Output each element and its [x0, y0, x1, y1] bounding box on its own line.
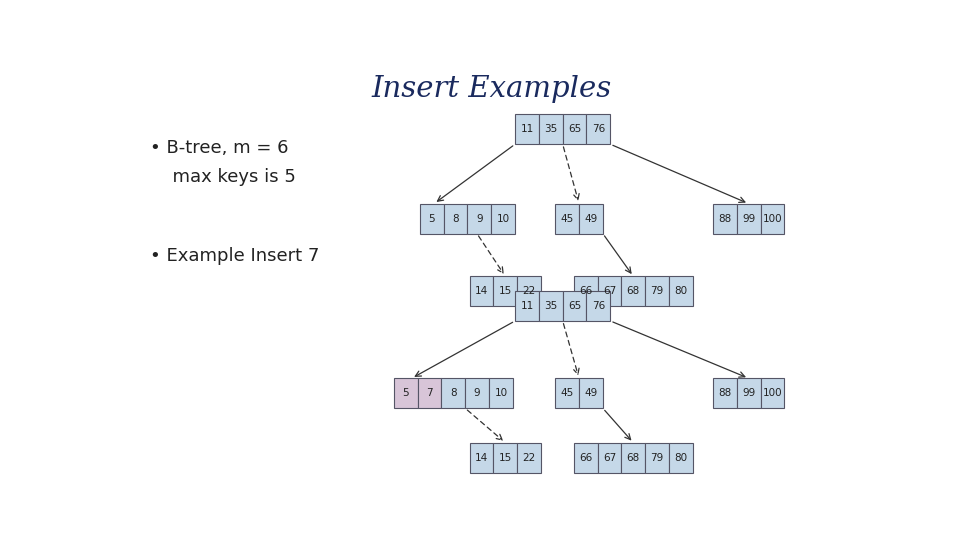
- Text: 99: 99: [742, 388, 756, 399]
- Bar: [598, 276, 621, 306]
- Text: 10: 10: [496, 214, 510, 224]
- Text: 5: 5: [428, 214, 435, 224]
- Text: 65: 65: [568, 301, 581, 311]
- Text: Insert Examples: Insert Examples: [372, 75, 612, 103]
- Text: 49: 49: [585, 388, 597, 399]
- Text: • Example Insert 7: • Example Insert 7: [150, 247, 319, 265]
- Bar: [555, 379, 579, 408]
- Text: 45: 45: [561, 388, 574, 399]
- Bar: [489, 379, 513, 408]
- Text: 49: 49: [585, 214, 597, 224]
- Bar: [466, 379, 489, 408]
- Text: 80: 80: [675, 453, 687, 463]
- Text: 76: 76: [591, 124, 605, 134]
- Bar: [563, 114, 587, 144]
- Bar: [645, 443, 669, 472]
- Bar: [736, 379, 760, 408]
- Text: 11: 11: [520, 301, 534, 311]
- Bar: [645, 276, 669, 306]
- Text: 14: 14: [475, 453, 489, 463]
- Text: 100: 100: [762, 388, 782, 399]
- Bar: [563, 291, 587, 321]
- Text: 88: 88: [718, 388, 732, 399]
- Bar: [442, 379, 466, 408]
- Bar: [579, 204, 603, 234]
- Text: 22: 22: [522, 453, 536, 463]
- Text: 67: 67: [603, 453, 616, 463]
- Text: 8: 8: [450, 388, 457, 399]
- Text: 100: 100: [762, 214, 782, 224]
- Bar: [736, 204, 760, 234]
- Bar: [517, 276, 541, 306]
- Text: 68: 68: [627, 453, 640, 463]
- Bar: [760, 204, 784, 234]
- Bar: [394, 379, 418, 408]
- Bar: [418, 379, 442, 408]
- Text: 79: 79: [651, 453, 663, 463]
- Bar: [493, 443, 517, 472]
- Text: 66: 66: [579, 453, 592, 463]
- Text: 99: 99: [742, 214, 756, 224]
- Text: 35: 35: [544, 301, 558, 311]
- Text: 11: 11: [520, 124, 534, 134]
- Text: 14: 14: [475, 286, 489, 296]
- Text: 10: 10: [494, 388, 508, 399]
- Text: 67: 67: [603, 286, 616, 296]
- Bar: [579, 379, 603, 408]
- Bar: [420, 204, 444, 234]
- Bar: [516, 291, 539, 321]
- Text: 45: 45: [561, 214, 574, 224]
- Bar: [469, 443, 493, 472]
- Bar: [713, 379, 736, 408]
- Text: 65: 65: [568, 124, 581, 134]
- Bar: [713, 204, 736, 234]
- Bar: [517, 443, 541, 472]
- Bar: [539, 291, 563, 321]
- Bar: [760, 379, 784, 408]
- Text: 8: 8: [452, 214, 459, 224]
- Bar: [598, 443, 621, 472]
- Bar: [669, 276, 693, 306]
- Text: 15: 15: [499, 453, 512, 463]
- Text: 22: 22: [522, 286, 536, 296]
- Text: 79: 79: [651, 286, 663, 296]
- Text: 66: 66: [579, 286, 592, 296]
- Bar: [539, 114, 563, 144]
- Text: • B-tree, m = 6: • B-tree, m = 6: [150, 139, 288, 157]
- Bar: [516, 114, 539, 144]
- Text: 9: 9: [476, 214, 483, 224]
- Bar: [621, 443, 645, 472]
- Text: 15: 15: [499, 286, 512, 296]
- Text: 7: 7: [426, 388, 433, 399]
- Text: 35: 35: [544, 124, 558, 134]
- Bar: [587, 114, 611, 144]
- Text: 80: 80: [675, 286, 687, 296]
- Text: 88: 88: [718, 214, 732, 224]
- Bar: [444, 204, 468, 234]
- Bar: [587, 291, 611, 321]
- Text: 68: 68: [627, 286, 640, 296]
- Bar: [574, 443, 598, 472]
- Text: 5: 5: [402, 388, 409, 399]
- Bar: [621, 276, 645, 306]
- Bar: [555, 204, 579, 234]
- Bar: [492, 204, 516, 234]
- Text: 76: 76: [591, 301, 605, 311]
- Bar: [493, 276, 517, 306]
- Text: 9: 9: [474, 388, 480, 399]
- Bar: [574, 276, 598, 306]
- Bar: [669, 443, 693, 472]
- Text: max keys is 5: max keys is 5: [161, 168, 296, 186]
- Bar: [468, 204, 492, 234]
- Bar: [469, 276, 493, 306]
